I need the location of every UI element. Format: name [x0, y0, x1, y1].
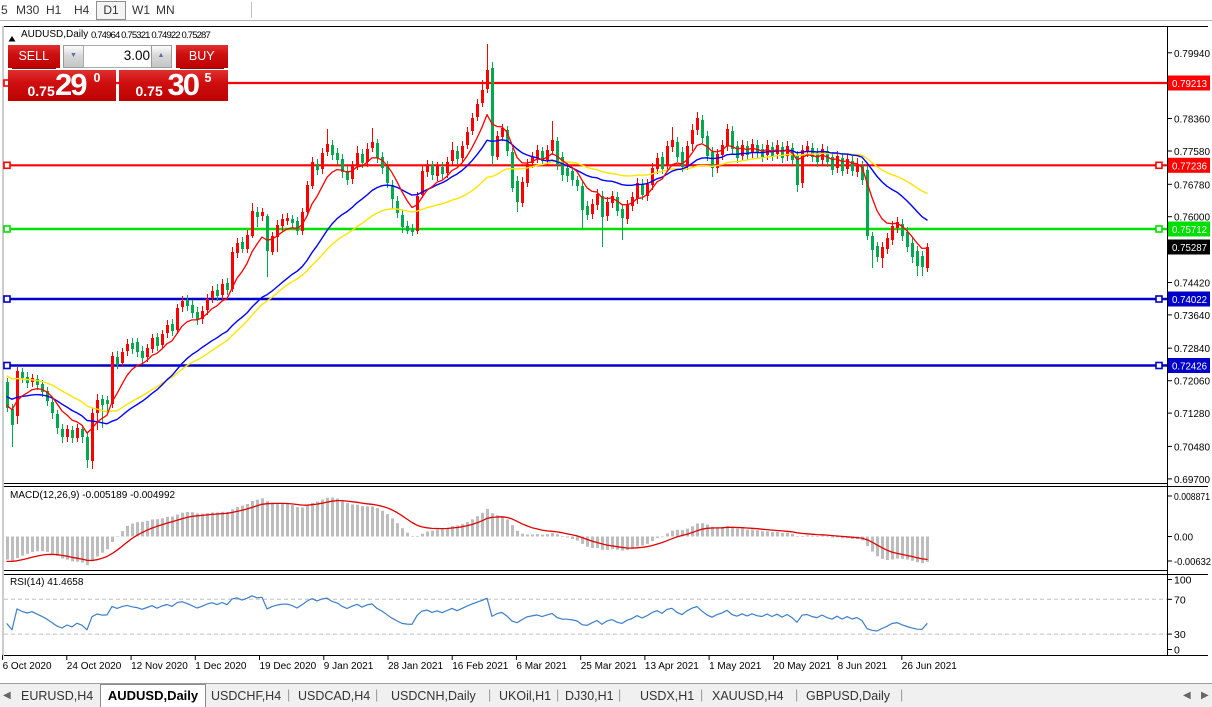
svg-text:0.75712: 0.75712	[1172, 224, 1207, 236]
svg-text:12 Nov 2020: 12 Nov 2020	[131, 661, 188, 672]
svg-text:0.74022: 0.74022	[1172, 294, 1207, 306]
svg-text:0.00: 0.00	[1174, 532, 1193, 544]
svg-text:0.75287: 0.75287	[1172, 242, 1207, 254]
svg-text:25 Mar 2021: 25 Mar 2021	[581, 661, 638, 672]
svg-text:0.008871: 0.008871	[1174, 491, 1210, 503]
svg-text:0.70480: 0.70480	[1174, 441, 1210, 453]
svg-text:0.72060: 0.72060	[1174, 376, 1210, 388]
svg-text:0.77236: 0.77236	[1172, 160, 1207, 172]
svg-text:0.76000: 0.76000	[1174, 212, 1210, 224]
svg-text:8 Jun 2021: 8 Jun 2021	[838, 661, 888, 672]
svg-text:0.78360: 0.78360	[1174, 114, 1210, 126]
svg-text:26 Jun 2021: 26 Jun 2021	[902, 661, 957, 672]
svg-text:9 Jan 2021: 9 Jan 2021	[324, 661, 374, 672]
svg-text:1 Dec 2020: 1 Dec 2020	[195, 661, 247, 672]
svg-text:30: 30	[1174, 629, 1186, 641]
svg-text:24 Oct 2020: 24 Oct 2020	[67, 661, 122, 672]
svg-text:100: 100	[1174, 575, 1192, 587]
svg-text:19 Dec 2020: 19 Dec 2020	[260, 661, 317, 672]
svg-text:0.74420: 0.74420	[1174, 278, 1210, 290]
svg-text:0.79940: 0.79940	[1174, 48, 1210, 60]
svg-text:6 Mar 2021: 6 Mar 2021	[516, 661, 567, 672]
svg-text:-0.00632: -0.00632	[1174, 556, 1211, 568]
svg-text:0.76780: 0.76780	[1174, 179, 1210, 191]
svg-text:0: 0	[1174, 645, 1180, 657]
svg-text:28 Jan 2021: 28 Jan 2021	[388, 661, 443, 672]
svg-text:0.77580: 0.77580	[1174, 146, 1210, 158]
svg-text:0.69700: 0.69700	[1174, 474, 1210, 486]
svg-text:6 Oct 2020: 6 Oct 2020	[3, 661, 52, 672]
svg-text:1 May 2021: 1 May 2021	[709, 661, 762, 672]
svg-text:0.71280: 0.71280	[1174, 408, 1210, 420]
svg-text:0.72426: 0.72426	[1172, 361, 1207, 373]
svg-text:0.72840: 0.72840	[1174, 343, 1210, 355]
svg-text:13 Apr 2021: 13 Apr 2021	[645, 661, 699, 672]
svg-text:16 Feb 2021: 16 Feb 2021	[452, 661, 509, 672]
svg-text:0.79213: 0.79213	[1172, 78, 1207, 90]
svg-text:70: 70	[1174, 594, 1186, 606]
svg-text:20 May 2021: 20 May 2021	[773, 661, 831, 672]
svg-text:0.73640: 0.73640	[1174, 310, 1210, 322]
